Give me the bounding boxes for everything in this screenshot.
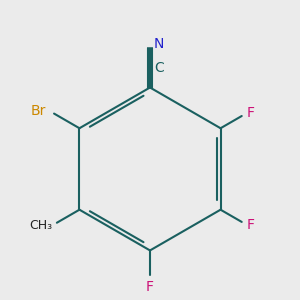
Text: Br: Br bbox=[31, 104, 46, 118]
Text: CH₃: CH₃ bbox=[29, 219, 52, 232]
Text: C: C bbox=[154, 61, 164, 75]
Text: N: N bbox=[154, 38, 164, 52]
Text: F: F bbox=[146, 280, 154, 294]
Text: F: F bbox=[247, 218, 255, 232]
Text: F: F bbox=[247, 106, 255, 120]
